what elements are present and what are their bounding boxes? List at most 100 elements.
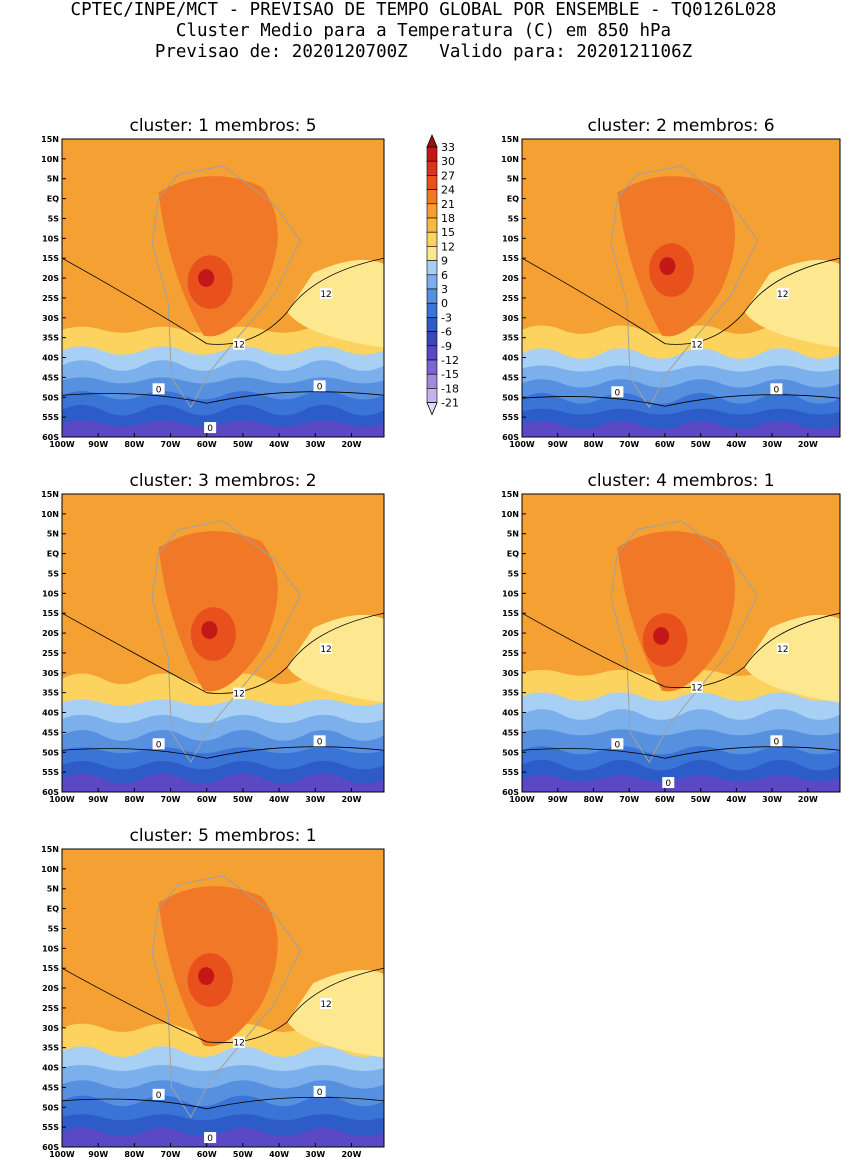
- colorbar-swatch: [426, 260, 438, 276]
- lat-label: 50S: [42, 1103, 59, 1112]
- lon-label: 50W: [233, 795, 253, 804]
- lon-label: 40W: [269, 1150, 289, 1157]
- contour-label-bg: [233, 1036, 246, 1048]
- lat-label: EQ: [47, 550, 59, 559]
- lon-label: 90W: [88, 1150, 108, 1157]
- lat-label: EQ: [47, 195, 59, 204]
- contour-label: 0: [615, 388, 621, 398]
- lon-label: 30W: [305, 795, 325, 804]
- lat-label: 25S: [42, 294, 59, 303]
- lat-label: 15N: [41, 845, 59, 854]
- lat-label: 30S: [502, 314, 519, 323]
- lon-label: 90W: [88, 440, 108, 449]
- cluster-panel: 12 12 0 0 cluster: 2 membros: 6 15N 10N 5N EQ 5S 1…: [501, 116, 841, 449]
- lon-label: 70W: [161, 1150, 181, 1157]
- lat-label: 55S: [42, 768, 59, 777]
- lon-label: 20W: [798, 795, 818, 804]
- lat-label: 15S: [42, 609, 59, 618]
- contour-label: 12: [691, 684, 702, 694]
- contour-label: 12: [233, 341, 244, 351]
- colorbar-swatch: [426, 302, 438, 318]
- lon-label: 40W: [269, 795, 289, 804]
- contour-label: 0: [207, 1134, 213, 1144]
- colorbar-label: 24: [441, 184, 455, 197]
- lon-label: 20W: [341, 1150, 361, 1157]
- lon-label: 60W: [197, 1150, 217, 1157]
- colorbar-label: 21: [441, 198, 455, 211]
- lat-label: EQ: [507, 550, 519, 559]
- lat-label: 25S: [502, 649, 519, 658]
- lat-label: 10N: [41, 155, 59, 164]
- lat-label: 20S: [42, 629, 59, 638]
- isotherm-contour: [62, 746, 384, 759]
- lat-label: 10S: [502, 589, 519, 598]
- isotherm-band: [287, 614, 384, 703]
- lat-label: 5N: [47, 885, 59, 894]
- lon-label: 100W: [49, 440, 75, 449]
- lat-label: 15S: [42, 964, 59, 973]
- contour-label-bg: [152, 738, 165, 750]
- warm-core: [198, 967, 215, 986]
- lon-label: 40W: [269, 440, 289, 449]
- colorbar-swatch: [426, 345, 438, 361]
- contour-label: 0: [156, 385, 162, 395]
- colorbar-label: 9: [441, 255, 448, 268]
- lat-label: 50S: [502, 748, 519, 757]
- contour-label-bg: [233, 687, 246, 699]
- colorbar-swatch: [426, 288, 438, 304]
- lat-label: 10S: [42, 589, 59, 598]
- lat-label: 40S: [42, 354, 59, 363]
- lat-label: 30S: [42, 314, 59, 323]
- lat-label: 45S: [502, 373, 519, 382]
- lat-label: 5S: [48, 924, 60, 933]
- lat-label: 25S: [502, 294, 519, 303]
- panel-title: cluster: 1 membros: 5: [129, 116, 316, 136]
- lon-label: 100W: [509, 440, 535, 449]
- lat-label: 15S: [42, 254, 59, 263]
- lat-label: 10N: [501, 155, 519, 164]
- colorbar-label: -3: [441, 311, 452, 324]
- lon-label: 50W: [691, 440, 711, 449]
- colorbar-label: 15: [441, 226, 455, 239]
- colorbar-swatch: [426, 331, 438, 347]
- colorbar-label: -12: [441, 354, 459, 367]
- colorbar-label: 33: [441, 141, 455, 154]
- lat-label: 30S: [42, 669, 59, 678]
- isotherm-band: [287, 259, 384, 348]
- lon-label: 50W: [233, 1150, 253, 1157]
- lat-label: 5N: [507, 175, 519, 184]
- panel-title: cluster: 2 membros: 6: [587, 116, 774, 136]
- lat-label: 10S: [42, 234, 59, 243]
- contour-label: 12: [777, 290, 788, 300]
- lat-label: 10S: [502, 234, 519, 243]
- lat-label: 60S: [42, 788, 59, 797]
- map-frame: [521, 138, 841, 438]
- colorbar-label: -18: [441, 382, 459, 395]
- lat-label: 55S: [42, 1123, 59, 1132]
- lat-label: 5S: [48, 214, 60, 223]
- lon-label: 70W: [161, 440, 181, 449]
- contour-label-bg: [313, 380, 326, 392]
- lat-label: 55S: [502, 413, 519, 422]
- lat-label: 10S: [42, 944, 59, 953]
- map-frame: [61, 138, 385, 438]
- contour-label-bg: [152, 1088, 165, 1100]
- coastline: [610, 165, 758, 409]
- cluster-panel: 12 12 0 0 0 cluster: 1 membros: 5 15N 10N 5N EQ 5S…: [41, 116, 385, 449]
- contour-label-bg: [690, 338, 703, 350]
- lat-label: 40S: [502, 354, 519, 363]
- colorbar-swatch: [426, 231, 438, 247]
- figure-title: CPTEC/INPE/MCT - PREVISAO DE TEMPO GLOBA…: [70, 0, 777, 20]
- lon-label: 80W: [583, 440, 603, 449]
- contour-label-bg: [233, 338, 246, 350]
- contour-label: 0: [317, 382, 323, 392]
- contour-label-bg: [662, 777, 675, 789]
- contour-label: 12: [320, 290, 331, 300]
- colorbar-swatch: [426, 189, 438, 205]
- lat-label: 30S: [42, 1024, 59, 1033]
- lon-label: 100W: [49, 795, 75, 804]
- contour-label: 0: [774, 385, 780, 395]
- contour-label-bg: [611, 738, 624, 750]
- lat-label: 10N: [41, 510, 59, 519]
